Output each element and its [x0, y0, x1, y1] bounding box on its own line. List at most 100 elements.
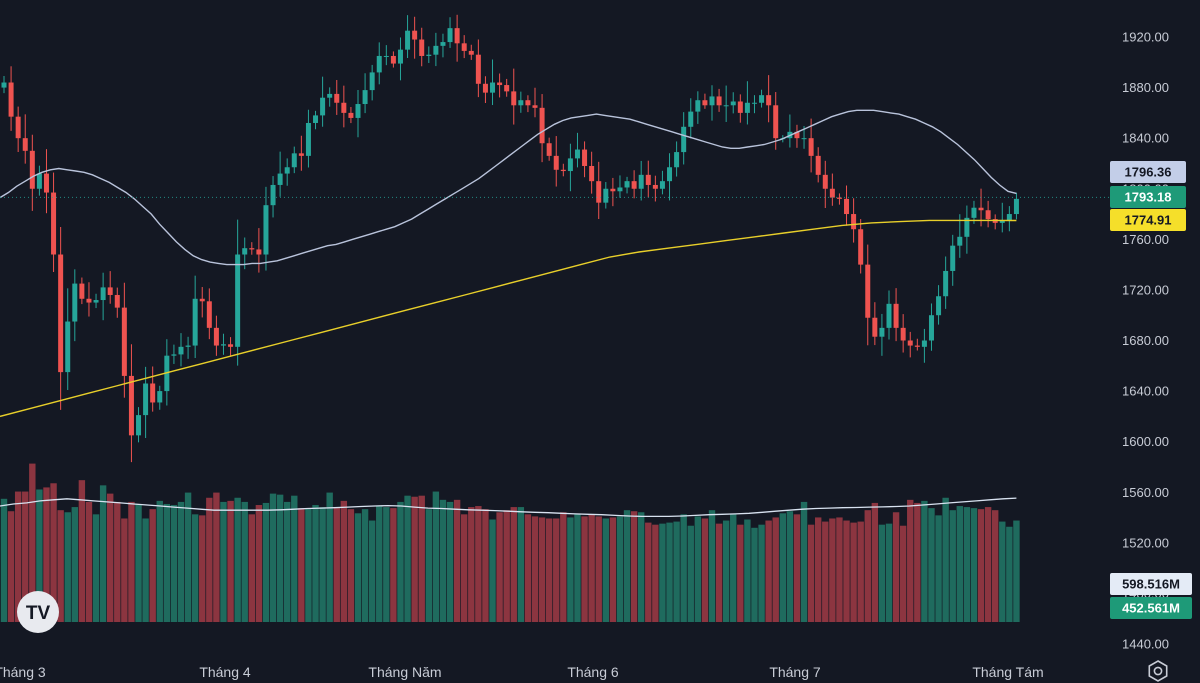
candle-body [150, 383, 156, 403]
volume-bar [772, 517, 779, 622]
candle-body [298, 153, 304, 156]
candle-body [737, 101, 743, 113]
candle-body [971, 207, 977, 218]
candle-body [235, 254, 241, 347]
volume-bar [461, 514, 468, 622]
candle-body [914, 345, 920, 347]
candle-body [801, 138, 807, 140]
y-tick-label: 1440.00 [1122, 637, 1169, 652]
candle-body [376, 55, 382, 73]
candle-body [497, 82, 503, 86]
volume-bar [638, 512, 645, 622]
volume-bar [1013, 520, 1020, 622]
candle-body [36, 173, 42, 189]
volume-bar [269, 493, 277, 622]
candle-body [157, 391, 163, 403]
candle-body [86, 298, 92, 303]
volume-bar [630, 511, 638, 622]
volume-bar [368, 520, 376, 622]
volume-bar [142, 518, 149, 622]
candle-body [143, 383, 149, 416]
candle-body [171, 354, 177, 356]
candle-body [454, 28, 460, 44]
volume-bar [892, 512, 900, 622]
candle-body [659, 181, 665, 189]
candle-body [751, 102, 757, 104]
candle-body [518, 100, 524, 106]
volume-bar [376, 506, 383, 622]
volume-bar [163, 503, 171, 622]
candle-body [206, 301, 212, 328]
volume-bar [177, 501, 185, 622]
candle-body [291, 153, 297, 168]
volume-bar [312, 505, 319, 622]
candle-body [808, 138, 814, 156]
volume-label-text: 452.561M [1122, 601, 1180, 616]
candle-body [334, 93, 340, 103]
candle-body [114, 294, 120, 308]
volume-bar [64, 512, 71, 622]
candle-body [490, 82, 496, 93]
volume-bar [71, 507, 78, 622]
settings-gear-icon[interactable] [1148, 660, 1168, 682]
candle-body [355, 104, 361, 118]
time-axis[interactable]: Tháng 3 Tháng 4 Tháng Năm Tháng 6 Tháng 7 Thá… [0, 664, 1044, 680]
volume-bar [694, 516, 702, 622]
volume-bar [666, 522, 673, 622]
candle-body [603, 188, 609, 203]
volume-bar [914, 502, 921, 622]
candle-body [773, 105, 779, 139]
volume-bar [715, 523, 723, 622]
x-tick-label: Tháng 7 [769, 664, 821, 680]
candle-body [921, 340, 927, 347]
volume-bar [425, 509, 432, 622]
volume-bar [531, 516, 539, 622]
volume-bar [956, 506, 963, 622]
candle-body [93, 300, 99, 303]
volume-bar [652, 524, 659, 622]
volume-bar [14, 491, 22, 622]
volume-bar [857, 521, 864, 622]
candle-body [369, 72, 375, 91]
candle-body [709, 96, 715, 106]
candle-body [121, 307, 127, 376]
candle-body [539, 107, 545, 144]
volume-label-text: 598.516M [1122, 577, 1180, 592]
volume-bar [744, 519, 751, 622]
volume-bar [850, 522, 857, 622]
volume-bar [942, 497, 949, 622]
candle-body [744, 102, 750, 113]
volume-ma-line [0, 497, 1017, 518]
volume-bar [623, 510, 631, 622]
candle-body [865, 264, 871, 318]
candle-body [305, 122, 311, 156]
volume-bar [383, 507, 390, 622]
volume-bar [567, 517, 574, 622]
candle-body [582, 149, 588, 166]
candle-body [136, 415, 142, 436]
volume-bar [659, 523, 666, 622]
tradingview-logo[interactable]: TV [17, 591, 59, 633]
x-tick-label: Tháng 6 [567, 664, 619, 680]
candle-body [405, 30, 411, 50]
volume-bar [262, 502, 270, 622]
candle-body [107, 287, 113, 295]
candle-body [1, 82, 7, 88]
candle-body [879, 327, 885, 337]
y-tick-label: 1600.00 [1122, 434, 1169, 449]
volume-bar [977, 509, 985, 622]
candle-body [313, 115, 319, 123]
volume-bar [524, 514, 532, 622]
volume-bar [354, 513, 362, 622]
volume-bar [411, 496, 418, 622]
price-label-last [1110, 186, 1186, 208]
volume-bar [822, 521, 829, 622]
gear-center [1153, 666, 1163, 676]
volume-bar [0, 498, 8, 622]
candle-body [957, 236, 963, 246]
price-label-text: 1774.91 [1125, 213, 1172, 228]
candle-body [674, 152, 680, 168]
volume-bars [0, 463, 1020, 622]
